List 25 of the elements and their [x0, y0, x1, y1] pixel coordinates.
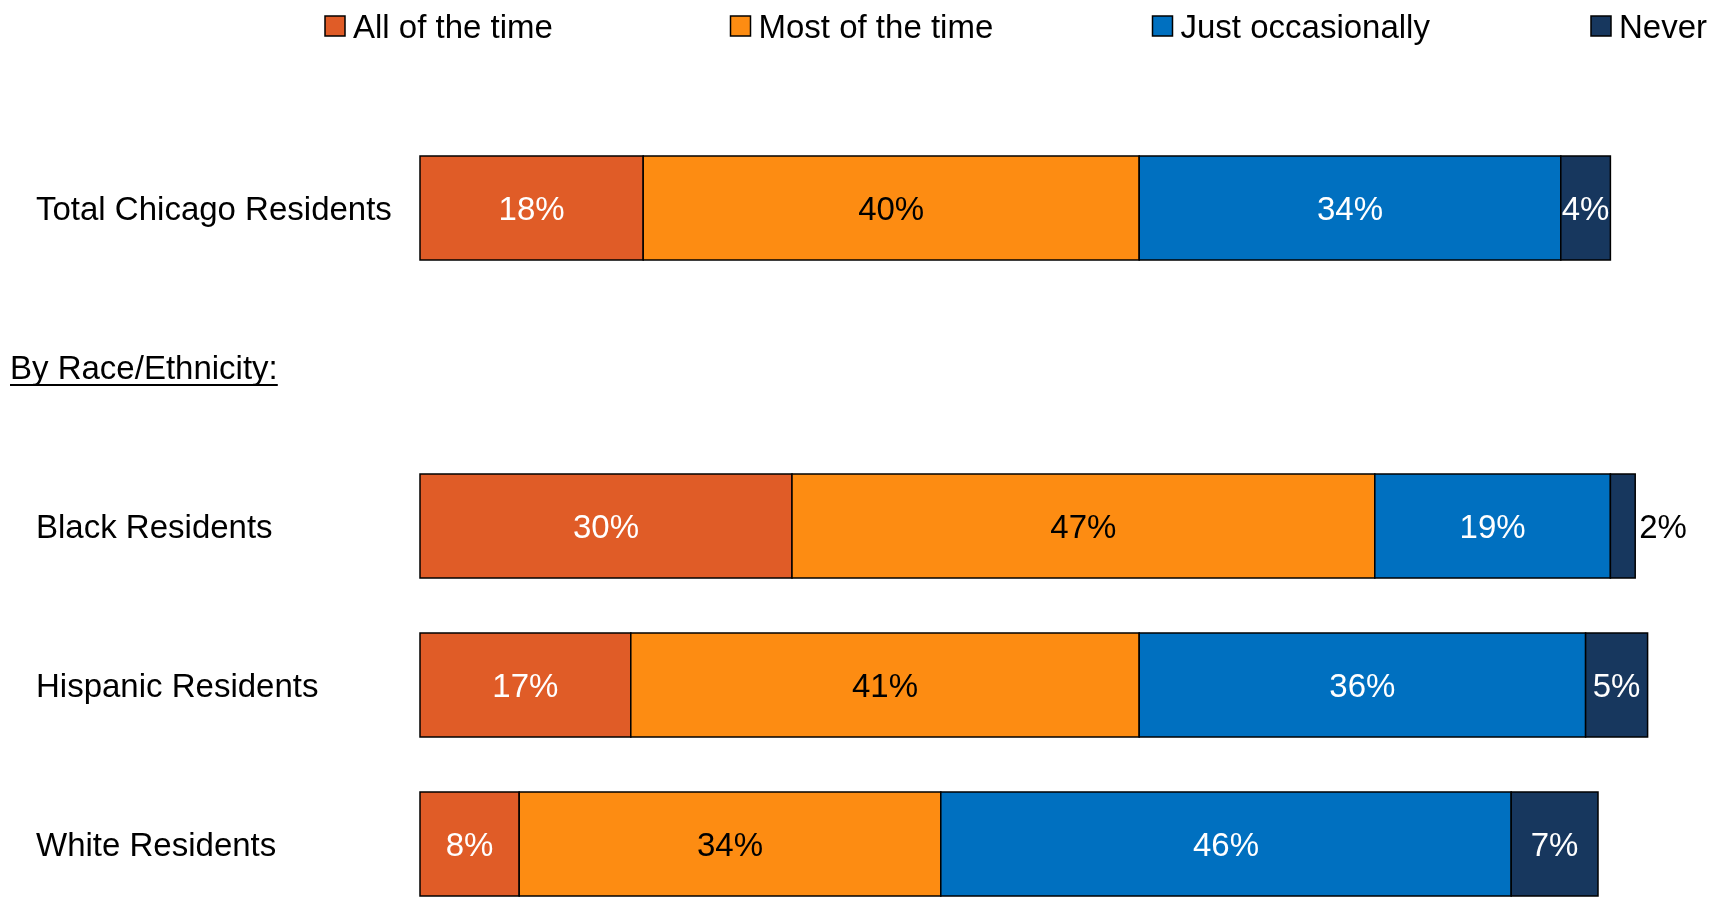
data-label: 46%: [1192, 825, 1260, 863]
data-label: 36%: [1329, 666, 1396, 704]
y-tick-label: Black Residents: [36, 507, 273, 545]
data-label: 19%: [1459, 507, 1526, 545]
legend-label: Just occasionally: [1180, 7, 1431, 45]
data-label: 2%: [1639, 507, 1687, 545]
data-label: 30%: [572, 507, 640, 545]
data-label: 4%: [1561, 189, 1610, 227]
data-label: 8%: [445, 825, 494, 863]
data-label: 5%: [1592, 666, 1641, 704]
data-label: 34%: [1316, 189, 1384, 227]
data-label: 18%: [498, 189, 565, 227]
text: By Race/Ethnicity:: [10, 348, 278, 386]
data-label: 7%: [1530, 825, 1579, 863]
data-label: 41%: [851, 666, 919, 704]
data-label: 17%: [492, 666, 559, 704]
y-tick-label: Total Chicago Residents: [36, 189, 392, 227]
data-label: 47%: [1050, 507, 1117, 545]
legend-label: Most of the time: [758, 7, 994, 45]
legend-label: All of the time: [353, 7, 553, 45]
data-label: 34%: [696, 825, 764, 863]
y-tick-label: White Residents: [36, 825, 277, 863]
y-tick-label: Hispanic Residents: [36, 666, 319, 704]
legend-label: Never: [1619, 7, 1708, 45]
data-label: 40%: [858, 189, 925, 227]
